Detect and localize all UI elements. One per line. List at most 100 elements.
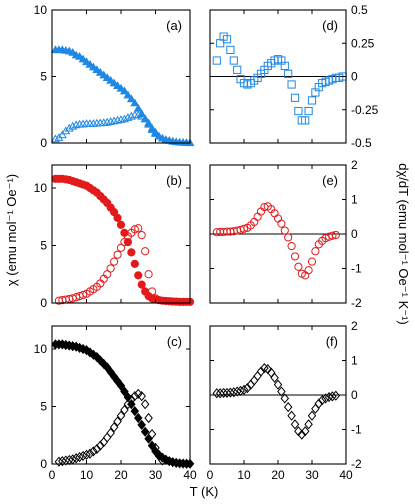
y-tick-label: -1 (351, 262, 362, 276)
y-tick-label: 10 (34, 3, 48, 17)
data-point (78, 450, 88, 462)
data-point (287, 410, 296, 421)
data-point (297, 429, 307, 440)
data-point (331, 230, 340, 240)
data-point (71, 453, 81, 464)
data-point (102, 432, 112, 443)
right-ylabel: dχ/dT (emu mol⁻¹ Oe⁻¹ K⁻¹) (396, 163, 411, 325)
data-point (140, 426, 150, 437)
data-point (78, 290, 88, 300)
series-1 (212, 362, 341, 440)
data-point (116, 380, 126, 391)
data-point (226, 45, 235, 54)
data-point (50, 134, 60, 143)
panel-label: (c) (167, 334, 182, 349)
data-point (229, 387, 239, 398)
data-point (106, 264, 115, 273)
data-point (130, 98, 140, 107)
data-point (133, 412, 143, 424)
data-point (294, 262, 303, 271)
x-tick-label: 10 (237, 468, 251, 482)
y-tick-label: 5 (40, 70, 47, 84)
data-point (137, 111, 147, 120)
data-point (232, 386, 242, 397)
data-point (304, 266, 313, 275)
series-1 (51, 339, 195, 469)
x-axis-label: T (K) (190, 484, 219, 499)
y-tick-label: -1 (351, 423, 362, 437)
panel-label: (f) (326, 334, 338, 349)
data-point (68, 121, 78, 130)
x-tick-label: 30 (149, 468, 163, 482)
y-tick-label: 1 (351, 193, 358, 207)
data-point (222, 35, 232, 44)
x-tick-label: 40 (339, 468, 353, 482)
data-point (140, 399, 150, 410)
data-point (123, 90, 133, 99)
panel-label: (a) (166, 18, 182, 33)
data-point (137, 419, 146, 431)
data-point (215, 388, 225, 399)
y-tick-label: 10 (34, 181, 48, 195)
data-point (127, 248, 136, 257)
data-point (321, 393, 330, 404)
data-point (54, 456, 64, 467)
data-point (134, 271, 143, 280)
data-point (236, 385, 245, 396)
data-point (314, 398, 324, 409)
data-point (133, 110, 143, 119)
data-point (120, 404, 129, 416)
data-point (140, 114, 150, 123)
data-point (304, 106, 313, 116)
data-point (130, 391, 140, 402)
data-point (144, 412, 153, 424)
data-point (290, 252, 300, 261)
data-point (147, 287, 157, 296)
y-tick-label: -0.25 (351, 103, 379, 117)
data-point (127, 394, 136, 405)
data-point (284, 233, 293, 242)
x-tick-label: 20 (271, 468, 285, 482)
data-point (126, 94, 136, 103)
data-point (58, 456, 67, 467)
y-tick-label: 2 (351, 158, 358, 172)
y-tick-label: 0.5 (351, 3, 368, 17)
data-point (130, 225, 139, 234)
data-point (147, 123, 157, 132)
series-1 (51, 174, 195, 306)
data-point (253, 370, 262, 382)
data-point (134, 224, 143, 233)
data-point (222, 387, 232, 399)
data-point (75, 451, 84, 463)
series-1 (50, 45, 195, 147)
data-point (284, 69, 293, 78)
data-point (126, 111, 136, 120)
data-point (277, 219, 286, 228)
data-point (212, 56, 221, 65)
data-point (110, 257, 119, 266)
data-point (239, 224, 249, 233)
data-point (147, 428, 157, 440)
data-point (287, 80, 296, 89)
data-point (256, 366, 266, 377)
data-point (317, 395, 327, 406)
data-point (280, 61, 289, 70)
data-point (113, 213, 122, 222)
data-point (273, 379, 283, 390)
data-point (137, 391, 146, 402)
data-point (96, 440, 105, 451)
data-point (239, 384, 249, 395)
data-point (144, 270, 153, 279)
data-point (57, 130, 67, 139)
y-tick-label: 0 (351, 70, 358, 84)
data-point (304, 419, 313, 430)
series-1 (212, 202, 340, 280)
y-tick-label: 0 (351, 227, 358, 241)
data-point (233, 65, 242, 74)
data-point (311, 247, 320, 256)
data-point (307, 410, 317, 421)
y-tick-label: 0 (40, 296, 47, 310)
data-point (280, 393, 290, 404)
